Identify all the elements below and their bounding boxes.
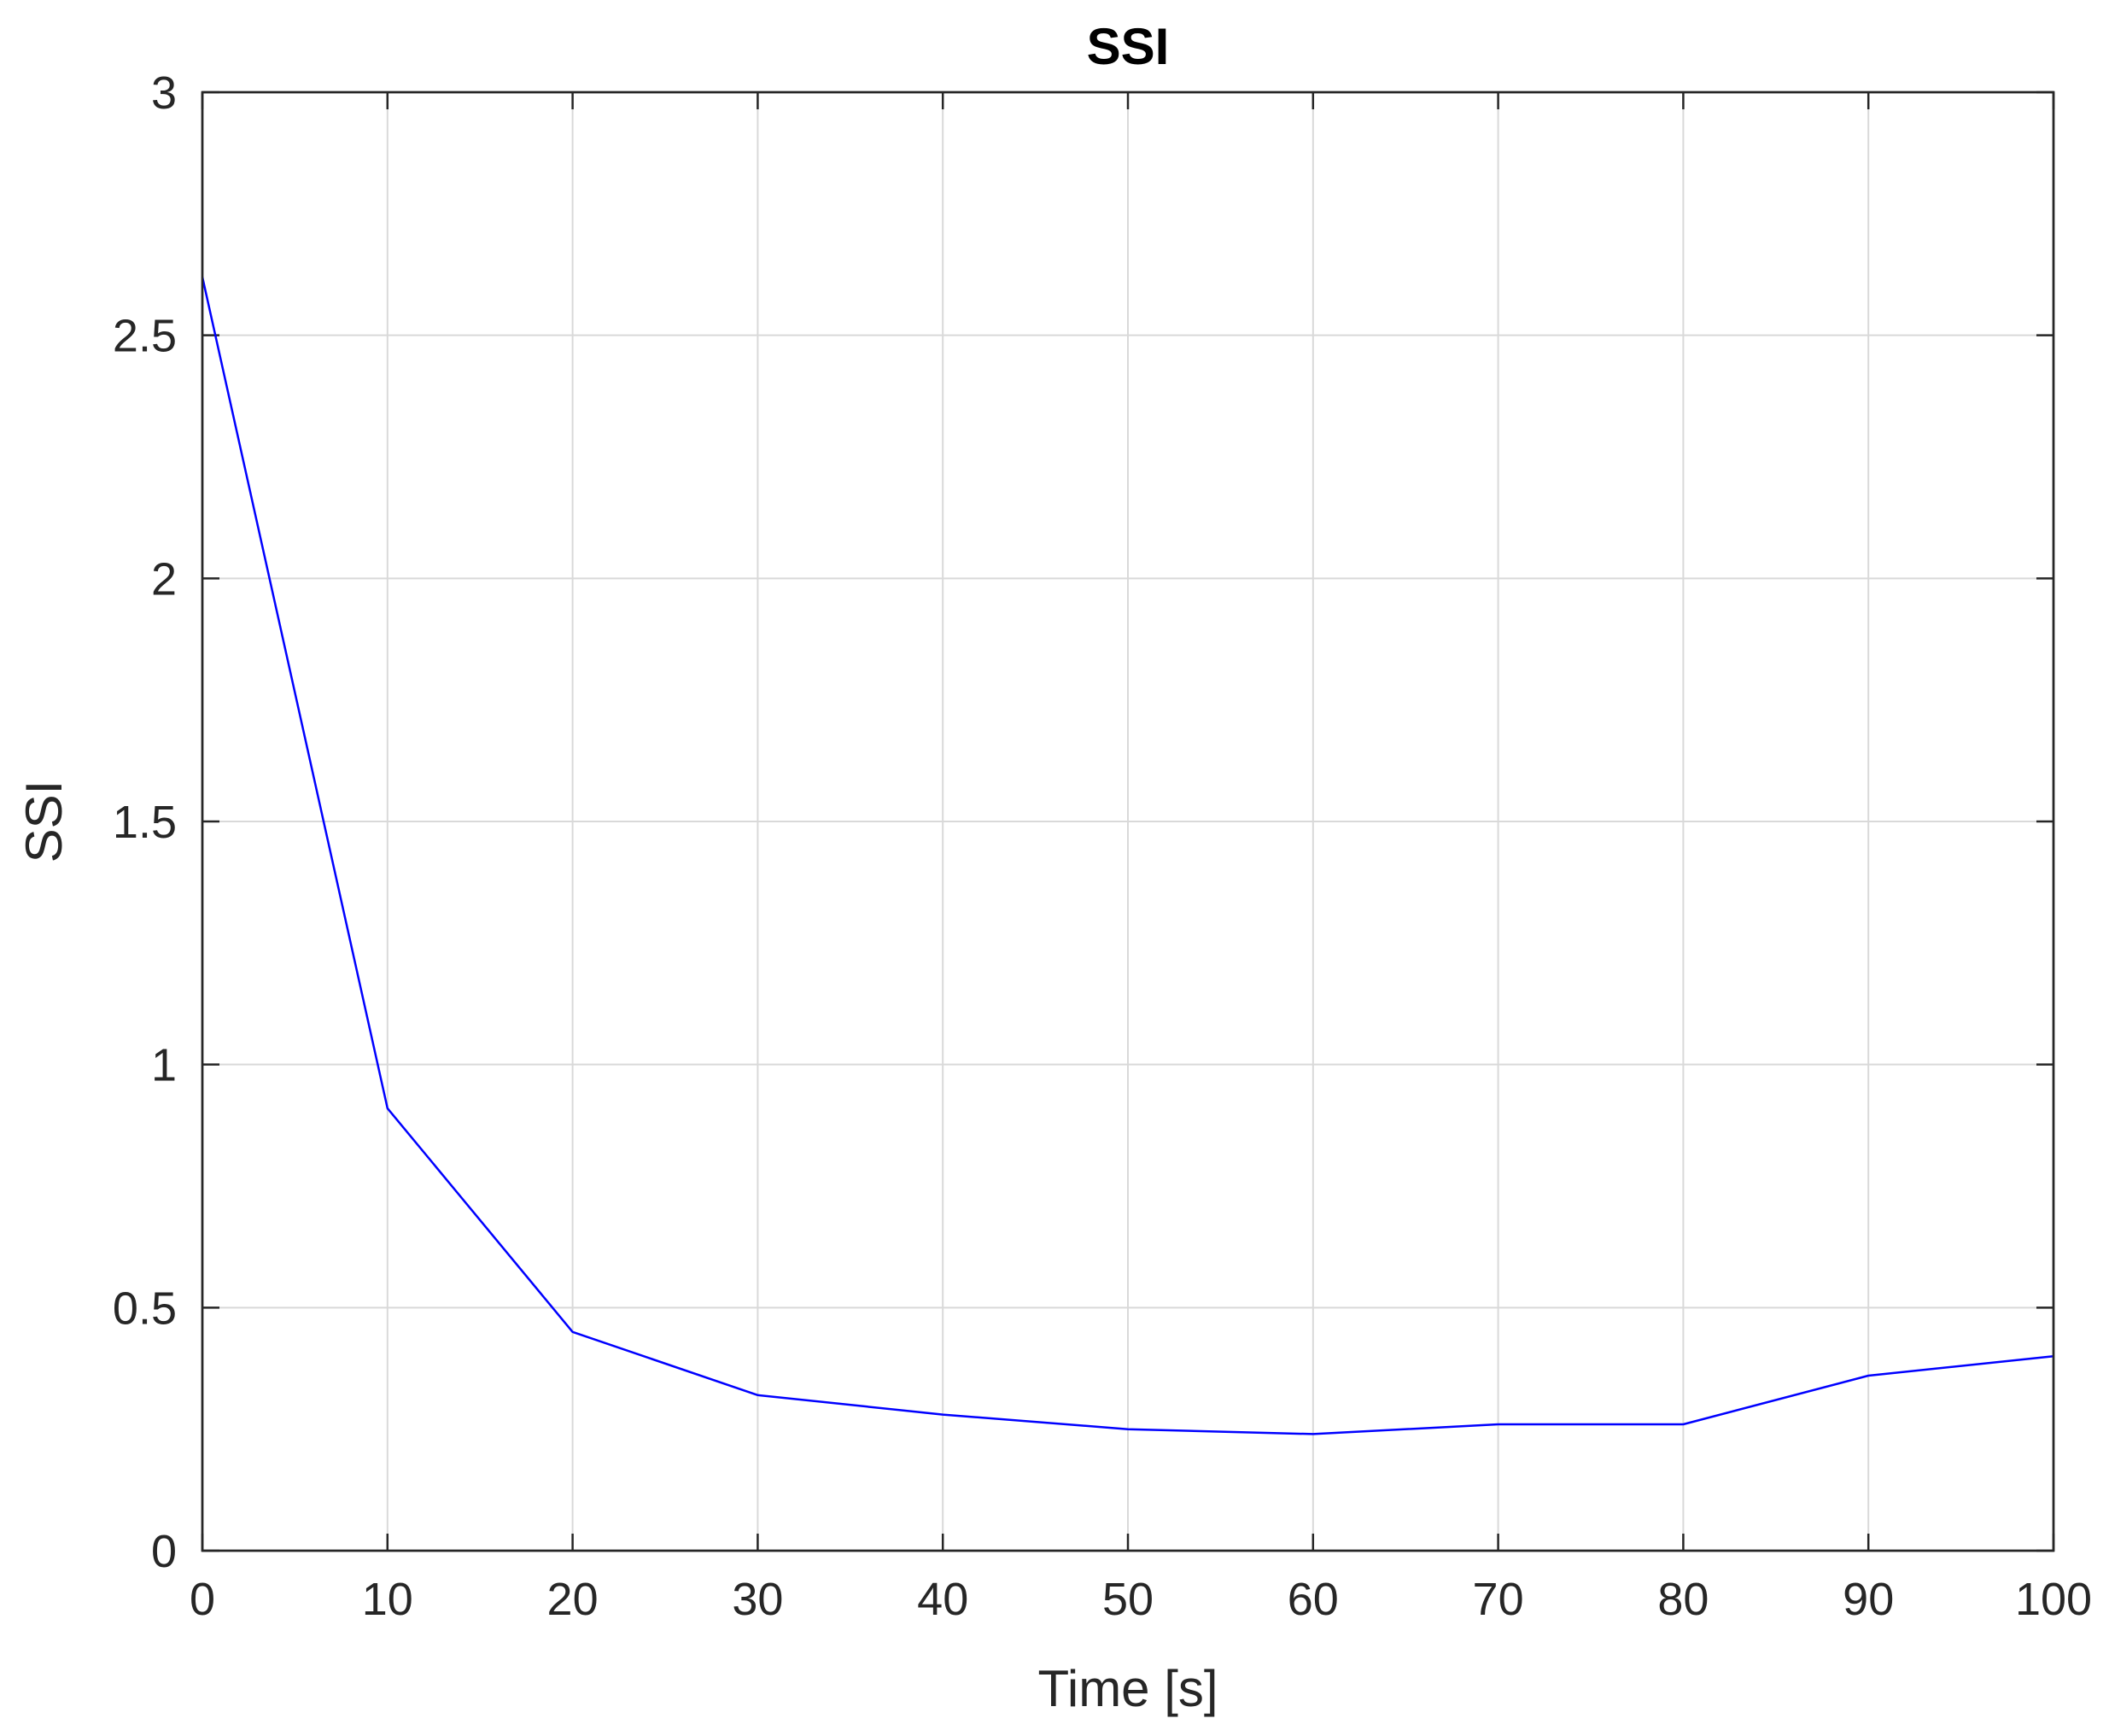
y-tick-label: 2 bbox=[151, 553, 177, 605]
series-line bbox=[201, 277, 2054, 1435]
x-tick-label: 90 bbox=[1843, 1574, 1894, 1625]
y-tick-label: 2.5 bbox=[113, 311, 177, 362]
chart-title: SSI bbox=[1087, 18, 1170, 75]
y-tick-label: 0 bbox=[151, 1526, 177, 1577]
y-axis-label: SSI bbox=[15, 780, 73, 863]
x-tick-label: 40 bbox=[917, 1574, 968, 1625]
x-tick-label: 60 bbox=[1288, 1574, 1339, 1625]
x-tick-label: 20 bbox=[547, 1574, 599, 1625]
grid bbox=[202, 92, 2054, 1551]
x-tick-label: 100 bbox=[2015, 1574, 2092, 1625]
axes-frame bbox=[201, 91, 2055, 1552]
x-tick-label: 0 bbox=[190, 1574, 215, 1625]
y-tick-label: 1 bbox=[151, 1040, 177, 1091]
x-tick-label: 50 bbox=[1102, 1574, 1154, 1625]
x-axis-label: Time [s] bbox=[1037, 1660, 1218, 1717]
series-layer bbox=[201, 277, 2054, 1435]
x-tick-label: 70 bbox=[1473, 1574, 1524, 1625]
x-tick-label: 30 bbox=[732, 1574, 783, 1625]
x-tick-labels: 0 10 20 30 40 50 60 70 80 90 100 bbox=[190, 1574, 2092, 1625]
y-tick-labels: 0 0.5 1 1.5 2 2.5 3 bbox=[113, 67, 177, 1577]
y-tick-label: 1.5 bbox=[113, 797, 177, 848]
y-tick-label: 3 bbox=[151, 67, 177, 119]
x-tick-label: 10 bbox=[362, 1574, 413, 1625]
y-tick-label: 0.5 bbox=[113, 1283, 177, 1334]
x-tick-label: 80 bbox=[1657, 1574, 1709, 1625]
